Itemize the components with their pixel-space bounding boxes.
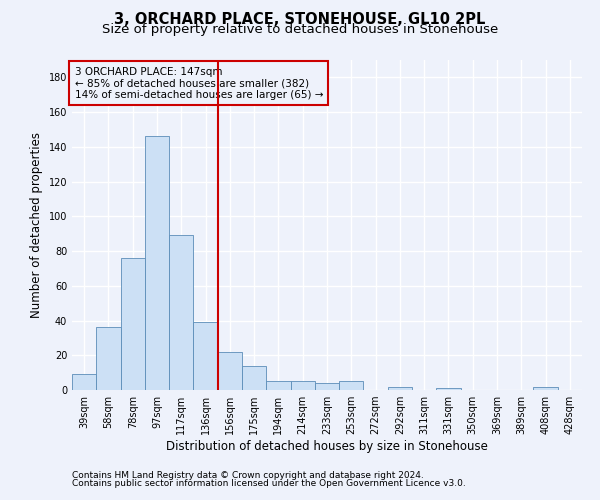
Bar <box>436 388 461 390</box>
Bar <box>96 328 121 390</box>
Bar <box>193 322 218 390</box>
Y-axis label: Number of detached properties: Number of detached properties <box>30 132 43 318</box>
Text: Size of property relative to detached houses in Stonehouse: Size of property relative to detached ho… <box>102 22 498 36</box>
Text: 3, ORCHARD PLACE, STONEHOUSE, GL10 2PL: 3, ORCHARD PLACE, STONEHOUSE, GL10 2PL <box>115 12 485 28</box>
Bar <box>533 386 558 390</box>
Bar <box>218 352 242 390</box>
Bar <box>169 236 193 390</box>
Bar <box>290 382 315 390</box>
X-axis label: Distribution of detached houses by size in Stonehouse: Distribution of detached houses by size … <box>166 440 488 453</box>
Text: 3 ORCHARD PLACE: 147sqm
← 85% of detached houses are smaller (382)
14% of semi-d: 3 ORCHARD PLACE: 147sqm ← 85% of detache… <box>74 66 323 100</box>
Bar <box>145 136 169 390</box>
Bar <box>266 382 290 390</box>
Bar <box>72 374 96 390</box>
Bar <box>242 366 266 390</box>
Bar <box>388 386 412 390</box>
Bar <box>339 382 364 390</box>
Text: Contains HM Land Registry data © Crown copyright and database right 2024.: Contains HM Land Registry data © Crown c… <box>72 471 424 480</box>
Bar <box>121 258 145 390</box>
Bar <box>315 383 339 390</box>
Text: Contains public sector information licensed under the Open Government Licence v3: Contains public sector information licen… <box>72 478 466 488</box>
